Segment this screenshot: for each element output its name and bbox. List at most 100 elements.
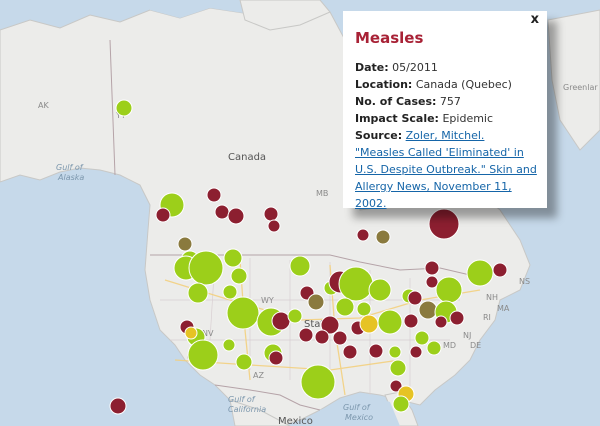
- outbreak-marker[interactable]: [263, 206, 279, 222]
- outbreak-marker[interactable]: [335, 297, 355, 317]
- label-wy: WY: [261, 296, 274, 305]
- label-gulf-alaska-1: Gulf of: [56, 163, 84, 172]
- outbreak-marker[interactable]: [230, 267, 248, 285]
- outbreak-marker[interactable]: [426, 340, 442, 356]
- outbreak-marker[interactable]: [356, 301, 372, 317]
- label-gulf-alaska-2: Alaska: [57, 173, 84, 182]
- label-gulf-mexico-1: Gulf of: [343, 403, 371, 412]
- popup-date-value: 05/2011: [392, 61, 438, 74]
- outbreak-markers[interactable]: [109, 99, 508, 415]
- popup-title: Measles: [355, 29, 424, 47]
- outbreak-marker[interactable]: [389, 359, 407, 377]
- outbreak-marker[interactable]: [300, 364, 336, 400]
- outbreak-marker[interactable]: [332, 330, 348, 346]
- outbreak-marker[interactable]: [222, 284, 238, 300]
- outbreak-marker[interactable]: [177, 236, 193, 252]
- outbreak-marker[interactable]: [359, 314, 379, 334]
- label-ak: AK: [38, 101, 49, 110]
- outbreak-marker[interactable]: [389, 379, 403, 393]
- outbreak-marker[interactable]: [214, 204, 230, 220]
- outbreak-marker[interactable]: [409, 345, 423, 359]
- outbreak-marker[interactable]: [342, 344, 358, 360]
- outbreak-marker[interactable]: [424, 260, 440, 276]
- outbreak-marker[interactable]: [289, 255, 311, 277]
- outbreak-marker[interactable]: [403, 313, 419, 329]
- label-greenland: Greenlar: [563, 83, 598, 92]
- outbreak-marker[interactable]: [226, 296, 260, 330]
- greenland-land: [547, 9, 600, 151]
- popup-close-button[interactable]: x: [530, 12, 539, 27]
- us-canada-border: [150, 254, 491, 281]
- outbreak-marker[interactable]: [492, 262, 508, 278]
- alaska-border: [109, 39, 116, 176]
- popup-cases-value: 757: [439, 95, 461, 108]
- outbreak-marker[interactable]: [109, 397, 127, 415]
- outbreak-marker[interactable]: [425, 275, 439, 289]
- outbreak-marker[interactable]: [314, 329, 330, 345]
- outbreak-marker[interactable]: [268, 350, 284, 366]
- outbreak-marker[interactable]: [115, 99, 133, 117]
- outbreak-marker[interactable]: [388, 345, 402, 359]
- label-gulf-california-2: California: [228, 405, 266, 414]
- label-de: DE: [470, 341, 481, 350]
- outbreak-marker[interactable]: [187, 339, 219, 371]
- popup-impact-row: Impact Scale: Epidemic: [355, 112, 494, 125]
- outbreak-marker[interactable]: [267, 219, 281, 233]
- outbreak-popup: x Measles Date: 05/2011 Location: Canada…: [343, 11, 547, 210]
- outbreak-marker[interactable]: [407, 290, 423, 306]
- outbreak-marker[interactable]: [392, 395, 410, 413]
- outbreak-marker[interactable]: [155, 207, 171, 223]
- label-state: State: [304, 319, 330, 330]
- arctic-islands: [239, 0, 331, 31]
- label-canada: Canada: [228, 152, 266, 163]
- label-ri: RI: [483, 313, 491, 322]
- outbreak-marker[interactable]: [368, 278, 392, 302]
- popup-source-row: Source: Zoler, Mitchel. "Measles Called …: [355, 129, 537, 210]
- outbreak-marker[interactable]: [434, 315, 448, 329]
- outbreak-marker[interactable]: [307, 293, 325, 311]
- outbreak-marker[interactable]: [298, 327, 314, 343]
- label-mexico: Mexico: [278, 416, 313, 426]
- outbreak-marker[interactable]: [418, 300, 438, 320]
- popup-source-link[interactable]: Zoler, Mitchel. "Measles Called 'Elimina…: [355, 129, 537, 210]
- outbreak-marker[interactable]: [449, 310, 465, 326]
- outbreak-marker[interactable]: [375, 229, 391, 245]
- outbreak-marker[interactable]: [222, 338, 236, 352]
- outbreak-marker[interactable]: [428, 208, 460, 240]
- outbreak-marker[interactable]: [338, 266, 374, 302]
- outbreak-marker[interactable]: [287, 308, 303, 324]
- gulf-of-mexico: [300, 396, 400, 426]
- us-mexico-border: [214, 384, 321, 411]
- outbreak-marker[interactable]: [320, 315, 340, 335]
- popup-location-value: Canada (Quebec): [415, 78, 512, 91]
- label-mb: MB: [316, 189, 328, 198]
- label-gulf-california-1: Gulf of: [228, 395, 256, 404]
- outbreak-marker[interactable]: [206, 187, 222, 203]
- outbreak-marker[interactable]: [188, 250, 224, 286]
- outbreak-marker[interactable]: [227, 207, 245, 225]
- outbreak-marker[interactable]: [435, 276, 463, 304]
- outbreak-marker[interactable]: [271, 311, 291, 331]
- popup-date-row: Date: 05/2011: [355, 61, 438, 74]
- outbreak-marker[interactable]: [368, 343, 384, 359]
- label-ma: MA: [497, 304, 510, 313]
- outbreak-marker[interactable]: [377, 309, 403, 335]
- popup-location-row: Location: Canada (Quebec): [355, 78, 512, 91]
- label-az: AZ: [253, 371, 264, 380]
- outbreak-marker[interactable]: [414, 330, 430, 346]
- label-ns: NS: [519, 277, 530, 286]
- outbreak-marker[interactable]: [184, 326, 198, 340]
- outbreak-marker[interactable]: [235, 353, 253, 371]
- label-nv: NV: [202, 329, 214, 338]
- label-gulf-mexico-2: Mexico: [345, 413, 373, 422]
- outbreak-marker[interactable]: [466, 259, 494, 287]
- label-nj: NJ: [463, 331, 471, 340]
- outbreak-marker[interactable]: [187, 282, 209, 304]
- outbreak-marker[interactable]: [356, 228, 370, 242]
- outbreak-marker[interactable]: [223, 248, 243, 268]
- popup-impact-value: Epidemic: [442, 112, 494, 125]
- mexico-land: [229, 399, 291, 426]
- label-md: MD: [443, 341, 456, 350]
- label-nh: NH: [486, 293, 498, 302]
